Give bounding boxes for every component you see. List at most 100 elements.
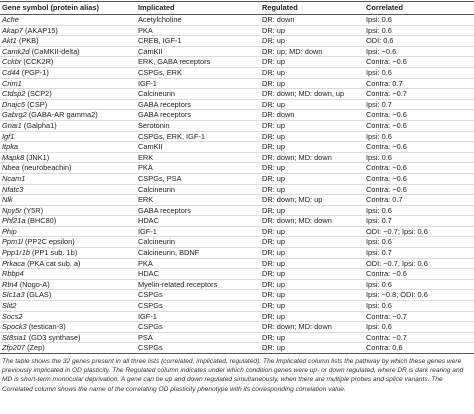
column-header: Implicated: [136, 1, 260, 15]
table-row: Dnajc5 (CSP) GABA receptors DR: up Ipsi: 0.…: [0, 99, 474, 111]
protein-alias: (CSP): [27, 99, 48, 109]
table-cell: Contra: −0.6: [364, 173, 474, 185]
table-cell: Contra: −0.6: [364, 141, 474, 153]
table-cell: DR: down: [260, 14, 364, 26]
protein-alias: (Y5R): [23, 205, 44, 215]
protein-alias: (GLAS): [26, 290, 52, 300]
gene-cell: Cckbr (CCK2R): [0, 56, 136, 68]
gene-cell: Spock3 (testican-3): [0, 321, 136, 333]
table-cell: Ipsi: 0.6: [364, 300, 474, 312]
table-cell: ERK: [136, 152, 260, 164]
gene-symbol: Igf1: [2, 131, 15, 141]
table-cell: Ipsi: 0.6: [364, 236, 474, 249]
table-cell: CSPGs: [136, 321, 260, 333]
protein-alias: (Zep): [27, 343, 45, 353]
table-cell: PKA: [136, 162, 260, 174]
table-cell: Ipsi: −0.6: [364, 46, 474, 58]
table-cell: HDAC: [136, 215, 260, 227]
table-cell: DR: up: [260, 226, 364, 238]
gene-cell: Ppp1r1b (PP1 sub. 1b): [0, 247, 136, 259]
table-cell: DR: up: [260, 67, 364, 79]
gene-cell: St8sia1 (GD3 synthase): [0, 332, 136, 344]
table-cell: DR: up: [260, 78, 364, 90]
table-row: Nlk ERK DR: down; MD: up Contra: 0.7: [0, 194, 474, 206]
gene-symbol: Rbbp4: [2, 269, 24, 279]
gene-symbol: Rtn4: [2, 279, 18, 289]
table-cell: DR: down: [260, 109, 364, 121]
gene-symbol: Slc1a3: [2, 290, 25, 300]
gene-cell: Mapk8 (JNK1): [0, 152, 136, 164]
table-cell: DR: up: [260, 120, 364, 132]
gene-symbol: Akt1: [2, 36, 17, 46]
table-cell: PKA: [136, 25, 260, 37]
table-cell: ODI: −0.7, Ipsi: 0.6: [364, 258, 474, 270]
table-row: Nbea (neurobeachin) PKA DR: up Contra: −0.6: [0, 162, 474, 174]
table-cell: Contra: 0.6: [364, 342, 474, 354]
gene-cell: Ctdsp2 (SCP2): [0, 88, 136, 100]
table-cell: Ipsi: 0.6: [364, 14, 474, 26]
table-cell: Calcineurin: [136, 236, 260, 249]
table-cell: DR: up: [260, 279, 364, 291]
gene-cell: Zfp207 (Zep): [0, 342, 136, 354]
column-header: Correlated: [364, 1, 474, 15]
gene-symbol: Ppp1r1b: [2, 248, 30, 258]
table-cell: DR: up: [260, 236, 364, 249]
table-row: Ppm1l (PP2C epsilon) Calcineurin DR: up Ips…: [0, 236, 474, 249]
table-cell: ODI: −0.7; Ipsi: 0.6: [364, 226, 474, 238]
table-cell: ERK, GABA receptors: [136, 56, 260, 68]
gene-symbol: Zfp207: [2, 343, 26, 353]
protein-alias: (PGP-1): [21, 67, 49, 77]
gene-symbol: Nbea: [2, 163, 20, 173]
gene-cell: Phf21a (BHC80): [0, 215, 136, 227]
table-row: Nfatc3 Calcineurin DR: up Contra: −0.6: [0, 184, 474, 196]
protein-alias: (PP1 sub. 1b): [32, 248, 78, 258]
table-cell: CSPGs, ERK: [136, 67, 260, 79]
table-cell: ERK: [136, 194, 260, 206]
protein-alias: (PKA cat sub. a): [27, 258, 81, 268]
gene-cell: Akt1 (PKB): [0, 35, 136, 47]
table-cell: CSPGs, PSA: [136, 173, 260, 185]
gene-cell: Ache: [0, 14, 136, 26]
gene-cell: Gnai1 (Galpha1): [0, 120, 136, 132]
table-row: Ache Acetylcholine DR: down Ipsi: 0.6: [0, 14, 474, 26]
table-cell: Contra: −0.6: [364, 120, 474, 132]
gene-symbol: Ache: [2, 15, 19, 24]
gene-cell: Rtn4 (Nogo-A): [0, 279, 136, 291]
gene-symbol: Phf21a: [2, 216, 26, 226]
gene-cell: Camk2d (CaMKII-delta): [0, 46, 136, 58]
table-cell: Ipsi: −0.8; ODI: 0.6: [364, 289, 474, 302]
table-cell: DR: up: [260, 300, 364, 312]
gene-symbol: Cd44: [2, 67, 20, 77]
table-row: Prkaca (PKA cat sub. a) PKA DR: up ODI: −0.…: [0, 258, 474, 270]
table-cell: DR: up; MD: down: [260, 46, 364, 58]
table-cell: DR: up: [260, 268, 364, 280]
table-cell: DR: up: [260, 184, 364, 196]
table-cell: Ipsi: 0.6: [364, 205, 474, 217]
table-cell: Acetylcholine: [136, 14, 260, 26]
table-row: Rtn4 (Nogo-A) Myelin-related receptors DR:…: [0, 279, 474, 291]
table-row: Cckbr (CCK2R) ERK, GABA receptors DR: up Co…: [0, 56, 474, 68]
column-header: Gene symbol (protein alias): [0, 1, 136, 15]
table-cell: CSPGs, ERK, IGF-1: [136, 131, 260, 143]
table-cell: Contra: 0.7: [364, 78, 474, 90]
gene-cell: Slit2: [0, 300, 136, 312]
table-row: Slit2 CSPGs DR: up Ipsi: 0.6: [0, 300, 474, 312]
gene-symbol: Itpka: [2, 142, 19, 152]
table-cell: GABA receptors: [136, 99, 260, 111]
protein-alias: (JNK1): [26, 152, 50, 162]
gene-symbol: Socs2: [2, 311, 23, 321]
gene-symbol: Spock3: [2, 322, 27, 332]
gene-symbol: Phip: [2, 226, 17, 236]
table-cell: DR: up: [260, 332, 364, 344]
table-cell: Contra: 0.7: [364, 194, 474, 206]
table-row: Ctdsp2 (SCP2) Calcineurin DR: down; MD: do…: [0, 88, 474, 100]
table-cell: DR: down; MD: down: [260, 215, 364, 227]
table-cell: Calcineurin: [136, 184, 260, 196]
table-cell: DR: up: [260, 56, 364, 68]
gene-cell: Crim1: [0, 78, 136, 90]
table-row: Gabrg2 (GABA-AR gamma2) GABA receptors DR:…: [0, 109, 474, 121]
table-cell: GABA receptors: [136, 109, 260, 121]
gene-symbol: Dnajc5: [2, 99, 26, 109]
table-cell: Ipsi: 0.6: [364, 25, 474, 37]
